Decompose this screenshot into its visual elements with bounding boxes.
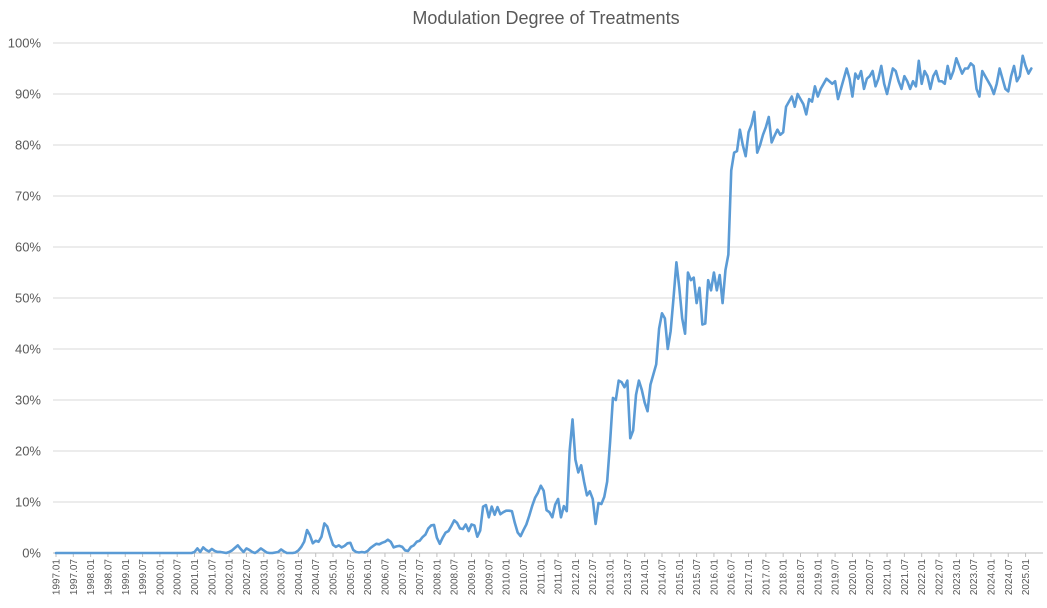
x-tick-label: 1997.07 (69, 559, 80, 596)
y-tick-label: 10% (15, 495, 41, 510)
x-tick-label: 2019.01 (813, 559, 824, 596)
series-group (54, 54, 1033, 555)
x-tick-label: 2014.07 (657, 559, 668, 596)
y-tick-label: 80% (15, 138, 41, 153)
x-tick-label: 2017.07 (761, 559, 772, 596)
y-tick-label: 60% (15, 240, 41, 255)
y-tick-label: 90% (15, 87, 41, 102)
x-tick-label: 2002.07 (242, 559, 253, 596)
y-tick-label: 30% (15, 393, 41, 408)
x-tick-label: 2012.07 (588, 559, 599, 596)
x-tick-label: 2008.07 (450, 559, 461, 596)
y-tick-label: 40% (15, 342, 41, 357)
x-tick-label: 2011.01 (536, 559, 547, 595)
x-tick-label: 2005.07 (346, 559, 357, 596)
y-tick-label: 0% (22, 546, 41, 561)
y-tick-label: 70% (15, 189, 41, 204)
x-tick-label: 2007.07 (415, 559, 426, 596)
x-tick-label: 1999.01 (121, 559, 132, 596)
x-tick-label: 2002.01 (225, 559, 236, 596)
x-tick-label: 1998.07 (103, 559, 114, 596)
y-tick-label: 20% (15, 444, 41, 459)
x-tick-label: 2003.07 (277, 559, 288, 596)
x-tick-label: 2010.01 (502, 559, 513, 596)
x-tick-label: 1997.01 (52, 559, 63, 596)
x-tick-label: 1999.07 (138, 559, 149, 596)
x-tick-label: 2018.01 (779, 559, 790, 596)
x-tick-label: 2006.07 (380, 559, 391, 596)
x-tick-label: 1998.01 (86, 559, 97, 596)
x-tick-label: 2020.01 (848, 559, 859, 596)
x-tick-label: 2009.07 (484, 559, 495, 596)
x-tick-label: 2015.01 (675, 559, 686, 596)
x-axis-tick-labels: 1997.01 1997.07 1998.01 1998.07 1999.01 1999.… (52, 553, 1032, 596)
x-tick-label: 2022.01 (917, 559, 928, 596)
x-tick-label: 2000.01 (155, 559, 166, 596)
x-tick-label: 2010.07 (519, 559, 530, 596)
y-tick-label: 50% (15, 291, 41, 306)
series-line (54, 54, 1033, 555)
x-tick-label: 2013.07 (623, 559, 634, 596)
x-tick-label: 2001.07 (207, 559, 218, 596)
x-tick-label: 2012.01 (571, 559, 582, 596)
x-tick-label: 2019.07 (831, 559, 842, 596)
x-tick-label: 2021.07 (900, 559, 911, 596)
x-tick-label: 2023.07 (969, 559, 980, 596)
x-tick-label: 2025.01 (1021, 559, 1032, 596)
y-tick-label: 100% (8, 36, 42, 51)
x-tick-label: 2020.07 (865, 559, 876, 596)
x-tick-label: 2007.01 (398, 559, 409, 596)
x-tick-label: 2006.01 (363, 559, 374, 596)
x-tick-label: 2021.01 (883, 559, 894, 596)
x-tick-label: 2004.01 (294, 559, 305, 596)
x-tick-label: 2022.07 (935, 559, 946, 596)
y-axis-tick-labels: 0% 10% 20% 30% 40% 50% 60% 70% 80% 90% 100% (8, 36, 42, 561)
x-tick-label: 2008.01 (432, 559, 443, 596)
x-tick-label: 2018.07 (796, 559, 807, 596)
x-tick-label: 2017.01 (744, 559, 755, 596)
x-tick-label: 2000.07 (173, 559, 184, 596)
x-tick-label: 2016.01 (709, 559, 720, 596)
x-tick-label: 2024.07 (1004, 559, 1015, 596)
x-tick-label: 2013.01 (606, 559, 617, 596)
x-tick-label: 2004.07 (311, 559, 322, 596)
x-tick-label: 2024.01 (986, 559, 997, 596)
gridlines (53, 42, 1043, 503)
x-tick-label: 2016.07 (727, 559, 738, 596)
x-tick-label: 2014.01 (640, 559, 651, 596)
x-tick-label: 2003.01 (259, 559, 270, 596)
x-tick-label: 2001.01 (190, 559, 201, 596)
x-tick-label: 2009.01 (467, 559, 478, 596)
chart-title: Modulation Degree of Treatments (412, 8, 679, 28)
x-tick-label: 2015.07 (692, 559, 703, 596)
x-tick-label: 2011.07 (554, 559, 565, 595)
x-tick-label: 2023.01 (952, 559, 963, 596)
x-tick-label: 2005.01 (329, 559, 340, 596)
